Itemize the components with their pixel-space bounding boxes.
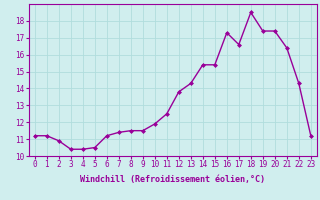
X-axis label: Windchill (Refroidissement éolien,°C): Windchill (Refroidissement éolien,°C)	[80, 175, 265, 184]
